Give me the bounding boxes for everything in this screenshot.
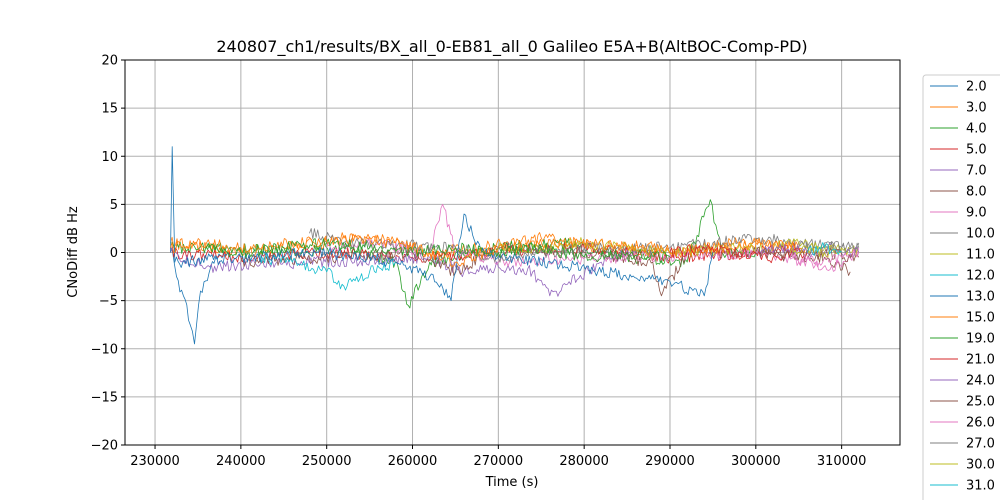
x-tick-label: 240000	[216, 454, 266, 469]
legend-box	[922, 74, 1000, 500]
legend-label: 3.0	[966, 101, 987, 116]
legend-label: 31.0	[966, 479, 995, 494]
legend-label: 19.0	[966, 332, 995, 347]
legend-label: 12.0	[966, 269, 995, 284]
series-line-13.0	[170, 146, 714, 302]
x-axis-title: Time (s)	[485, 475, 539, 490]
series-line-25.0	[755, 246, 860, 263]
y-tick-label: 15	[101, 102, 118, 117]
legend-label: 5.0	[966, 143, 987, 158]
series-line-7.0	[170, 247, 637, 297]
legend-label: 2.0	[966, 80, 987, 95]
chart-title: 240807_ch1/results/BX_all_0-EB81_all_0 G…	[216, 37, 807, 57]
legend: 2.0 3.0 4.0 5.0 7.0 8.0 9.0 10.0 11.0 12.0 13.0 15.…	[922, 74, 1000, 500]
series-line-30.0	[789, 244, 842, 258]
x-tick-label: 250000	[302, 454, 352, 469]
series-line-2.0	[170, 247, 225, 345]
series-line-19.0	[206, 238, 671, 263]
x-tick-label: 300000	[731, 454, 781, 469]
x-tick-label: 280000	[559, 454, 609, 469]
legend-label: 11.0	[966, 248, 995, 263]
series-line-31.0	[806, 242, 842, 256]
series-layer	[170, 146, 860, 345]
legend-label: 30.0	[966, 458, 995, 473]
legend-label: 4.0	[966, 122, 987, 137]
series-line-9.0	[326, 203, 860, 272]
x-tick-label: 260000	[388, 454, 438, 469]
x-tick-label: 310000	[817, 454, 867, 469]
legend-label: 24.0	[966, 374, 995, 389]
legend-label: 13.0	[966, 290, 995, 305]
legend-label: 9.0	[966, 206, 987, 221]
legend-label: 10.0	[966, 227, 995, 242]
y-tick-label: −10	[91, 342, 118, 357]
series-line-4.0	[170, 199, 757, 309]
x-axis: 230000 240000 250000 260000 270000 280000 2900…	[130, 445, 866, 469]
x-tick-label: 230000	[130, 454, 180, 469]
plot-area	[124, 59, 901, 446]
y-tick-label: 0	[110, 246, 118, 261]
y-axis: −20 −15 −10 −5 0 5 10 15 20	[91, 54, 125, 454]
legend-label: 7.0	[966, 164, 987, 179]
series-line-12.0	[257, 252, 396, 291]
x-tick-label: 290000	[645, 454, 695, 469]
legend-label: 27.0	[966, 437, 995, 452]
legend-label: 21.0	[966, 353, 995, 368]
x-tick-label: 270000	[474, 454, 524, 469]
y-tick-label: −20	[91, 439, 118, 454]
legend-label: 25.0	[966, 395, 995, 410]
y-tick-label: 5	[110, 198, 118, 213]
series-line-5.0	[170, 241, 800, 264]
series-line-15.0	[170, 233, 808, 267]
legend-label: 26.0	[966, 416, 995, 431]
y-tick-label: −5	[99, 294, 118, 309]
legend-label: 8.0	[966, 185, 987, 200]
y-tick-label: 10	[101, 150, 118, 165]
y-axis-title: CNoDiff dB Hz	[66, 206, 81, 298]
series-line-26.0	[789, 248, 860, 268]
legend-label: 15.0	[966, 311, 995, 326]
y-tick-label: 20	[101, 54, 118, 69]
y-tick-label: −15	[91, 390, 118, 405]
